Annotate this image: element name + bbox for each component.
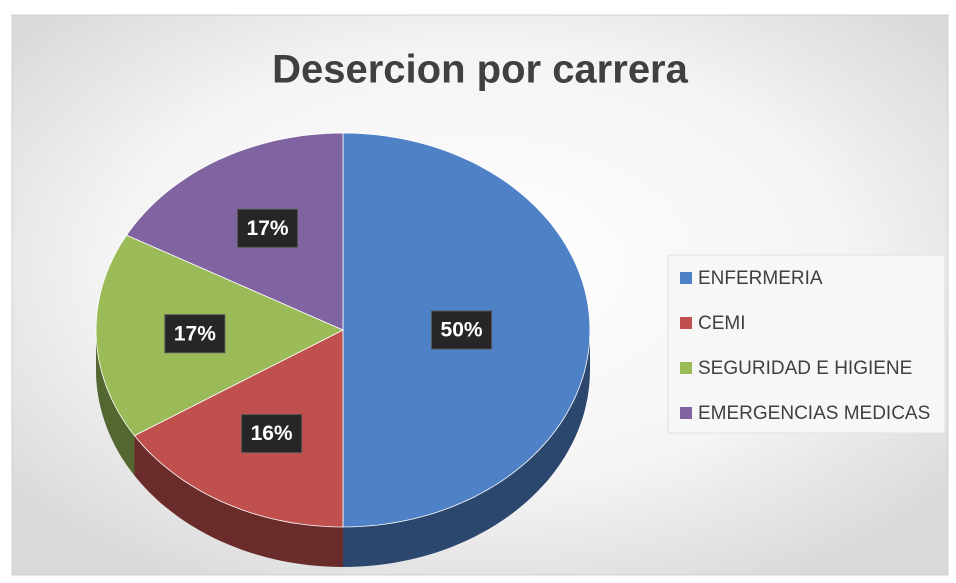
data-label-box xyxy=(241,414,303,454)
legend-box xyxy=(667,254,946,434)
data-label: 17% xyxy=(174,322,216,345)
slice-side xyxy=(134,435,343,567)
data-label-box xyxy=(164,314,226,354)
slice xyxy=(125,132,344,331)
slice-side xyxy=(96,330,135,476)
data-label: 17% xyxy=(247,217,289,240)
data-label: 16% xyxy=(251,422,293,445)
slice xyxy=(133,329,344,528)
legend-label: EMERGENCIAS MEDICAS xyxy=(698,403,930,424)
legend-swatch xyxy=(680,407,692,419)
legend-label: ENFERMERIA xyxy=(698,268,823,289)
legend-swatch xyxy=(680,362,692,374)
data-label: 50% xyxy=(441,319,483,342)
legend-label: CEMI xyxy=(698,313,746,334)
data-label-box xyxy=(237,208,299,248)
data-label-box xyxy=(431,310,493,350)
legend-swatch xyxy=(680,317,692,329)
legend-label: SEGURIDAD E HIGIENE xyxy=(698,358,912,379)
legend-swatch xyxy=(680,272,692,284)
chart-title: Desercion por carrera xyxy=(272,48,689,92)
